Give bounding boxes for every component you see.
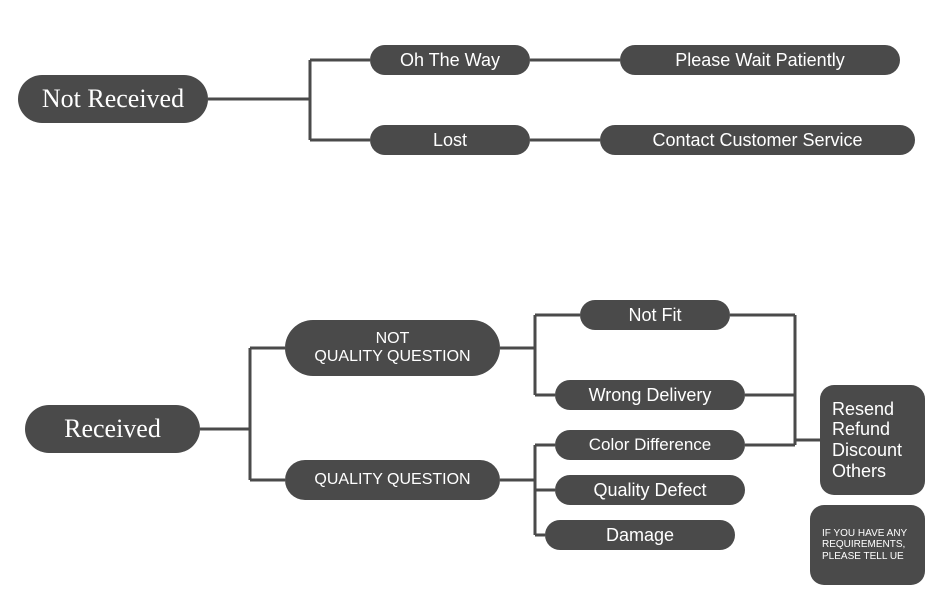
node-not-quality: NOT QUALITY QUESTION bbox=[285, 320, 500, 376]
node-on-the-way: Oh The Way bbox=[370, 45, 530, 75]
node-quality: QUALITY QUESTION bbox=[285, 460, 500, 500]
node-not-fit: Not Fit bbox=[580, 300, 730, 330]
node-quality-defect: Quality Defect bbox=[555, 475, 745, 505]
node-please-wait: Please Wait Patiently bbox=[620, 45, 900, 75]
node-not-received: Not Received bbox=[18, 75, 208, 123]
node-requirements-box: IF YOU HAVE ANY REQUIREMENTS, PLEASE TEL… bbox=[810, 505, 925, 585]
node-color-difference: Color Difference bbox=[555, 430, 745, 460]
node-lost: Lost bbox=[370, 125, 530, 155]
node-contact-cs: Contact Customer Service bbox=[600, 125, 915, 155]
node-received: Received bbox=[25, 405, 200, 453]
node-wrong-delivery: Wrong Delivery bbox=[555, 380, 745, 410]
node-damage: Damage bbox=[545, 520, 735, 550]
node-resend-box: Resend Refund Discount Others bbox=[820, 385, 925, 495]
